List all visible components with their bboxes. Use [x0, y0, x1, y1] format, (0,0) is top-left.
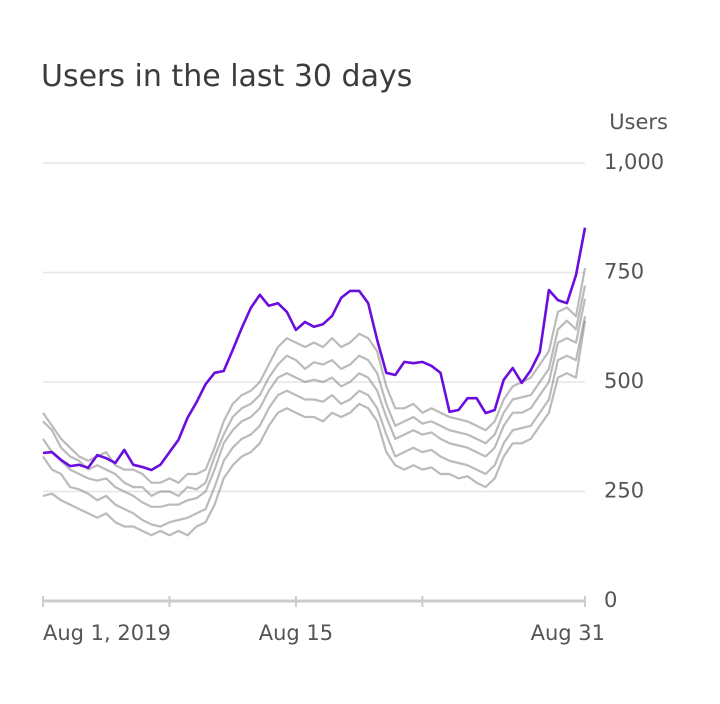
highlight-line [42, 227, 587, 472]
y-tick-label: 1,000 [604, 150, 664, 174]
x-tick-label: Aug 1, 2019 [43, 621, 171, 645]
line [42, 316, 587, 528]
y-tick-label: 250 [604, 479, 644, 503]
line [42, 298, 587, 508]
y-tick-label: 500 [604, 369, 644, 393]
y-tick-label: 750 [604, 260, 644, 284]
x-tick-label: Aug 31 [531, 621, 605, 645]
y-axis-label: Users [609, 110, 668, 134]
chart-title: Users in the last 30 days [41, 59, 412, 94]
line [42, 320, 587, 537]
x-tick-label: Aug 15 [259, 621, 333, 645]
line [42, 267, 587, 484]
line [42, 285, 587, 497]
y-tick-label: 0 [604, 588, 617, 612]
